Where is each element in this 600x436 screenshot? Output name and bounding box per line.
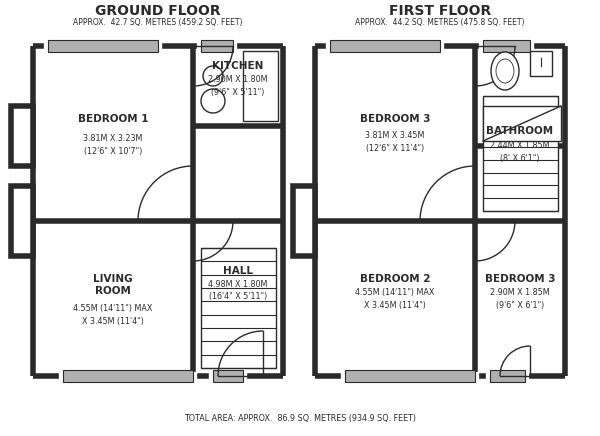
Bar — [483, 40, 530, 52]
Bar — [48, 40, 158, 52]
Bar — [11, 186, 33, 256]
Text: BEDROOM 1: BEDROOM 1 — [78, 113, 148, 123]
Text: (9'6" X 5'11"): (9'6" X 5'11") — [211, 89, 265, 98]
Text: APPROX.  44.2 SQ. METRES (475.8 SQ. FEET): APPROX. 44.2 SQ. METRES (475.8 SQ. FEET) — [355, 18, 525, 27]
Text: FIRST FLOOR: FIRST FLOOR — [389, 4, 491, 18]
Text: 4.98M X 1.80M: 4.98M X 1.80M — [208, 280, 268, 289]
Bar — [293, 186, 315, 256]
Text: BATHROOM: BATHROOM — [487, 126, 554, 136]
Bar — [490, 370, 525, 382]
Bar — [243, 51, 278, 121]
Bar — [201, 40, 233, 52]
Text: 4.55M (14'11") MAX: 4.55M (14'11") MAX — [355, 288, 434, 297]
Text: X 3.45M (11'4"): X 3.45M (11'4") — [82, 317, 144, 326]
Text: (12'6" X 11'4"): (12'6" X 11'4") — [366, 144, 424, 153]
Text: BEDROOM 2: BEDROOM 2 — [360, 273, 430, 283]
Text: 3.81M X 3.45M: 3.81M X 3.45M — [365, 131, 425, 140]
Bar — [345, 370, 475, 382]
Bar — [330, 40, 440, 52]
Text: BEDROOM 3: BEDROOM 3 — [485, 273, 555, 283]
Text: 2.90M X 1.80M: 2.90M X 1.80M — [208, 75, 268, 85]
Bar — [11, 106, 33, 166]
Text: 3.81M X 3.23M: 3.81M X 3.23M — [83, 134, 143, 143]
Bar — [201, 248, 276, 368]
Text: TOTAL AREA: APPROX.  86.9 SQ. METRES (934.9 SQ. FEET): TOTAL AREA: APPROX. 86.9 SQ. METRES (934… — [184, 413, 416, 422]
Bar — [213, 370, 243, 382]
Bar — [483, 96, 558, 211]
Text: BEDROOM 3: BEDROOM 3 — [360, 113, 430, 123]
Bar — [530, 51, 552, 76]
Text: X 3.45M (11'4"): X 3.45M (11'4") — [364, 301, 426, 310]
Text: (12'6" X 10'7"): (12'6" X 10'7") — [84, 147, 142, 156]
Text: ROOM: ROOM — [95, 286, 131, 296]
Text: 2.44M X 1.85M: 2.44M X 1.85M — [490, 140, 550, 150]
Text: KITCHEN: KITCHEN — [212, 61, 263, 71]
Text: (9'6" X 6'1"): (9'6" X 6'1") — [496, 301, 544, 310]
Ellipse shape — [491, 52, 519, 90]
Text: (8' X 6'1"): (8' X 6'1") — [500, 153, 540, 163]
Text: 2.90M X 1.85M: 2.90M X 1.85M — [490, 288, 550, 297]
Text: GROUND FLOOR: GROUND FLOOR — [95, 4, 221, 18]
Ellipse shape — [496, 59, 514, 83]
Text: HALL: HALL — [223, 266, 253, 276]
Text: (16'4" X 5'11"): (16'4" X 5'11") — [209, 292, 267, 301]
Text: APPROX.  42.7 SQ. METRES (459.2 SQ. FEET): APPROX. 42.7 SQ. METRES (459.2 SQ. FEET) — [73, 18, 243, 27]
Bar — [63, 370, 193, 382]
Bar — [483, 106, 561, 141]
Text: LIVING: LIVING — [93, 273, 133, 283]
Text: 4.55M (14'11") MAX: 4.55M (14'11") MAX — [73, 304, 152, 313]
